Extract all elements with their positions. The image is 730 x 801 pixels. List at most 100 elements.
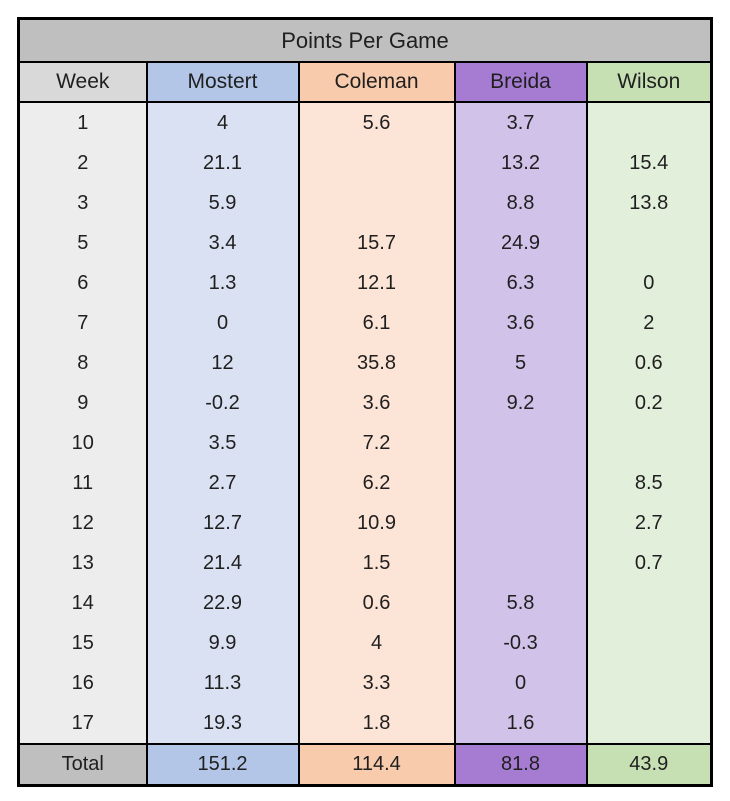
value-cell: 3.7 <box>453 102 587 143</box>
header-row: Week Mostert Coleman Breida Wilson <box>18 62 712 103</box>
value-cell: 5 <box>453 343 587 383</box>
table-row: 14 22.9 0.6 5.8 <box>18 583 712 623</box>
value-cell: 2.7 <box>145 463 299 503</box>
value-cell: 7.2 <box>297 423 455 463</box>
value-cell: 2 <box>585 303 712 343</box>
week-cell: 11 <box>18 463 147 503</box>
total-label: Total <box>18 743 147 786</box>
week-cell: 7 <box>18 303 147 343</box>
week-cell: 13 <box>18 543 147 583</box>
value-cell: 24.9 <box>453 223 587 263</box>
value-cell: 5.9 <box>145 183 299 223</box>
value-cell <box>453 503 587 543</box>
value-cell: 13.8 <box>585 183 712 223</box>
value-cell: 1.3 <box>145 263 299 303</box>
value-cell: 11.3 <box>145 663 299 703</box>
week-cell: 12 <box>18 503 147 543</box>
value-cell <box>585 623 712 663</box>
value-cell: 12.1 <box>297 263 455 303</box>
week-cell: 15 <box>18 623 147 663</box>
total-value-mostert: 151.2 <box>145 743 299 786</box>
table-row: 15 9.9 4 -0.3 <box>18 623 712 663</box>
value-cell: 0 <box>453 663 587 703</box>
value-cell <box>297 183 455 223</box>
column-header-mostert: Mostert <box>145 62 299 103</box>
value-cell: 9.9 <box>145 623 299 663</box>
value-cell <box>585 703 712 744</box>
table-row: 16 11.3 3.3 0 <box>18 663 712 703</box>
table-row: 11 2.7 6.2 8.5 <box>18 463 712 503</box>
week-cell: 8 <box>18 343 147 383</box>
value-cell: -0.2 <box>145 383 299 423</box>
value-cell: 13.2 <box>453 143 587 183</box>
value-cell: 8.8 <box>453 183 587 223</box>
table-row: 1 4 5.6 3.7 <box>18 102 712 143</box>
week-cell: 17 <box>18 703 147 744</box>
column-header-wilson: Wilson <box>585 62 712 103</box>
value-cell: 15.7 <box>297 223 455 263</box>
value-cell: 21.4 <box>145 543 299 583</box>
week-cell: 16 <box>18 663 147 703</box>
table-row: 17 19.3 1.8 1.6 <box>18 703 712 744</box>
value-cell: 12 <box>145 343 299 383</box>
value-cell <box>453 423 587 463</box>
value-cell: 0.6 <box>585 343 712 383</box>
table-row: 3 5.9 8.8 13.8 <box>18 183 712 223</box>
value-cell: 0 <box>585 263 712 303</box>
value-cell: 6.2 <box>297 463 455 503</box>
value-cell: 19.3 <box>145 703 299 744</box>
value-cell: 21.1 <box>145 143 299 183</box>
total-value-breida: 81.8 <box>453 743 587 786</box>
value-cell: 8.5 <box>585 463 712 503</box>
value-cell <box>585 223 712 263</box>
value-cell <box>585 423 712 463</box>
value-cell <box>585 583 712 623</box>
table-body: 1 4 5.6 3.7 2 21.1 13.2 15.4 3 5.9 8.8 13.8 5 3.4 15.7… <box>18 102 712 744</box>
week-cell: 6 <box>18 263 147 303</box>
value-cell: 3.5 <box>145 423 299 463</box>
week-cell: 2 <box>18 143 147 183</box>
table-row: 7 0 6.1 3.6 2 <box>18 303 712 343</box>
value-cell: 3.4 <box>145 223 299 263</box>
value-cell: 0.6 <box>297 583 455 623</box>
table-row: 12 12.7 10.9 2.7 <box>18 503 712 543</box>
value-cell: 5.8 <box>453 583 587 623</box>
value-cell <box>297 143 455 183</box>
value-cell: 9.2 <box>453 383 587 423</box>
table-row: 13 21.4 1.5 0.7 <box>18 543 712 583</box>
total-value-wilson: 43.9 <box>585 743 712 786</box>
value-cell: 0.2 <box>585 383 712 423</box>
value-cell <box>585 102 712 143</box>
value-cell: 0 <box>145 303 299 343</box>
week-cell: 3 <box>18 183 147 223</box>
column-header-breida: Breida <box>453 62 587 103</box>
title-row: Points Per Game <box>18 18 712 63</box>
value-cell: 2.7 <box>585 503 712 543</box>
value-cell: 1.8 <box>297 703 455 744</box>
value-cell: 3.3 <box>297 663 455 703</box>
week-cell: 10 <box>18 423 147 463</box>
column-header-coleman: Coleman <box>297 62 455 103</box>
value-cell: 4 <box>297 623 455 663</box>
total-row: Total 151.2 114.4 81.8 43.9 <box>18 743 712 786</box>
value-cell: 3.6 <box>297 383 455 423</box>
value-cell: 10.9 <box>297 503 455 543</box>
table-row: 8 12 35.8 5 0.6 <box>18 343 712 383</box>
value-cell <box>585 663 712 703</box>
value-cell: 1.5 <box>297 543 455 583</box>
table-row: 9 -0.2 3.6 9.2 0.2 <box>18 383 712 423</box>
value-cell: 6.1 <box>297 303 455 343</box>
value-cell: 15.4 <box>585 143 712 183</box>
value-cell: 4 <box>145 102 299 143</box>
table-row: 2 21.1 13.2 15.4 <box>18 143 712 183</box>
value-cell: -0.3 <box>453 623 587 663</box>
table-row: 5 3.4 15.7 24.9 <box>18 223 712 263</box>
value-cell: 22.9 <box>145 583 299 623</box>
week-cell: 14 <box>18 583 147 623</box>
value-cell: 3.6 <box>453 303 587 343</box>
value-cell: 0.7 <box>585 543 712 583</box>
value-cell <box>453 543 587 583</box>
value-cell: 6.3 <box>453 263 587 303</box>
points-per-game-table: Points Per Game Week Mostert Coleman Bre… <box>17 17 713 787</box>
